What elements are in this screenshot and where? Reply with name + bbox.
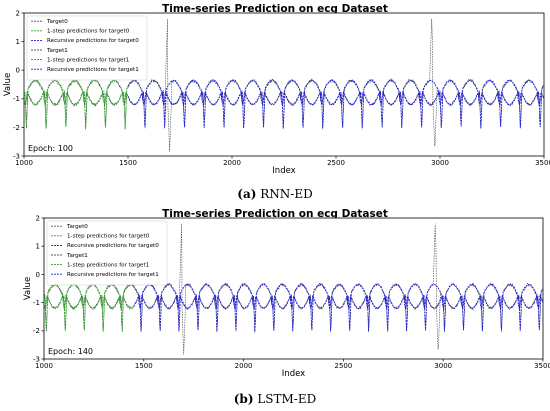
caption-b-letter: (b) [233, 392, 254, 406]
caption-b: (b) LSTM-ED [0, 392, 550, 406]
chart-title-b: Time-series Prediction on ecg Dataset [162, 208, 388, 220]
chart-b-svg: 1000 1500 2000 2500 3000 3500 -3 -2 -1 0 1 2 Index Va… [23, 214, 550, 379]
y-tick-label: -1 [33, 299, 40, 307]
x-tick-label: 3500 [535, 159, 550, 167]
series-onestep-target1-line [24, 90, 129, 107]
x-tick-label: 2000 [223, 159, 241, 167]
legend-entry-label: Target0 [46, 19, 68, 25]
y-tick-label: 1 [16, 38, 20, 46]
x-tick-label: 2500 [327, 159, 345, 167]
y-axis-label: Value [23, 277, 33, 300]
y-tick-label: -1 [13, 95, 20, 103]
series-recursive-target0-line [127, 78, 544, 129]
chart-a-svg: 1000 1500 2000 2500 3000 3500 -3 -2 -1 0 1 2 Index Va… [3, 9, 550, 176]
legend-entry-label: 1-step predictions for target1 [47, 57, 130, 63]
x-tick-label: 1000 [35, 362, 53, 370]
caption-a-letter: (a) [237, 187, 257, 201]
x-tick-label: 1500 [119, 159, 137, 167]
epoch-annotation: Epoch: 140 [48, 347, 93, 356]
caption-b-text: LSTM-ED [257, 392, 317, 406]
y-tick-label: -2 [13, 124, 20, 132]
legend-entry-label: 1-step predictions for target1 [67, 262, 150, 268]
legend-entry-label: Recursive predictions for target0 [47, 38, 139, 44]
y-tick-label: -3 [13, 152, 20, 160]
y-tick-label: 0 [16, 67, 20, 75]
series-recursive-target1-line [127, 90, 544, 107]
legend-entry-label: 1-step predictions for target0 [67, 234, 150, 240]
x-axis-label: Index [282, 369, 305, 379]
x-tick-label: 1000 [15, 159, 33, 167]
y-tick-label: 2 [16, 9, 20, 17]
series-recursive-target0-line [133, 283, 543, 332]
legend-entry-label: Target1 [46, 48, 68, 54]
series-onestep-target1-line [44, 294, 134, 311]
legend-entry-label: Target0 [66, 224, 88, 230]
x-axis-label: Index [272, 166, 295, 176]
legend-box [26, 15, 148, 81]
legend-entry-label: Recursive predictions for target0 [67, 243, 159, 249]
x-tick-label: 1500 [135, 362, 153, 370]
y-tick-label: 2 [36, 214, 40, 222]
legend-entry-label: Target1 [66, 253, 88, 259]
y-tick-label: 0 [36, 271, 40, 279]
series-onestep-target0-line [44, 282, 135, 332]
series-recursive-target1-line [133, 293, 543, 311]
legend-box [46, 220, 168, 286]
legend-entry-label: Recursive predictions for target1 [67, 272, 159, 278]
legend-entry-label: 1-step predictions for target0 [47, 29, 130, 35]
x-tick-label: 2000 [235, 362, 253, 370]
chart-title-a: Time-series Prediction on ecg Dataset [162, 3, 388, 15]
epoch-annotation: Epoch: 100 [28, 144, 73, 153]
y-tick-label: 1 [36, 243, 40, 251]
plot-area [44, 223, 543, 355]
y-axis-label: Value [3, 73, 13, 96]
y-tick-label: -2 [33, 327, 40, 335]
x-tick-label: 3500 [534, 362, 550, 370]
caption-a: (a) RNN-ED [0, 187, 550, 201]
caption-a-text: RNN-ED [260, 187, 313, 201]
x-tick-label: 2500 [334, 362, 352, 370]
legend-entry-label: Recursive predictions for target1 [47, 67, 139, 73]
x-tick-label: 3000 [434, 362, 452, 370]
y-tick-label: -3 [33, 355, 40, 363]
x-tick-label: 3000 [431, 159, 449, 167]
